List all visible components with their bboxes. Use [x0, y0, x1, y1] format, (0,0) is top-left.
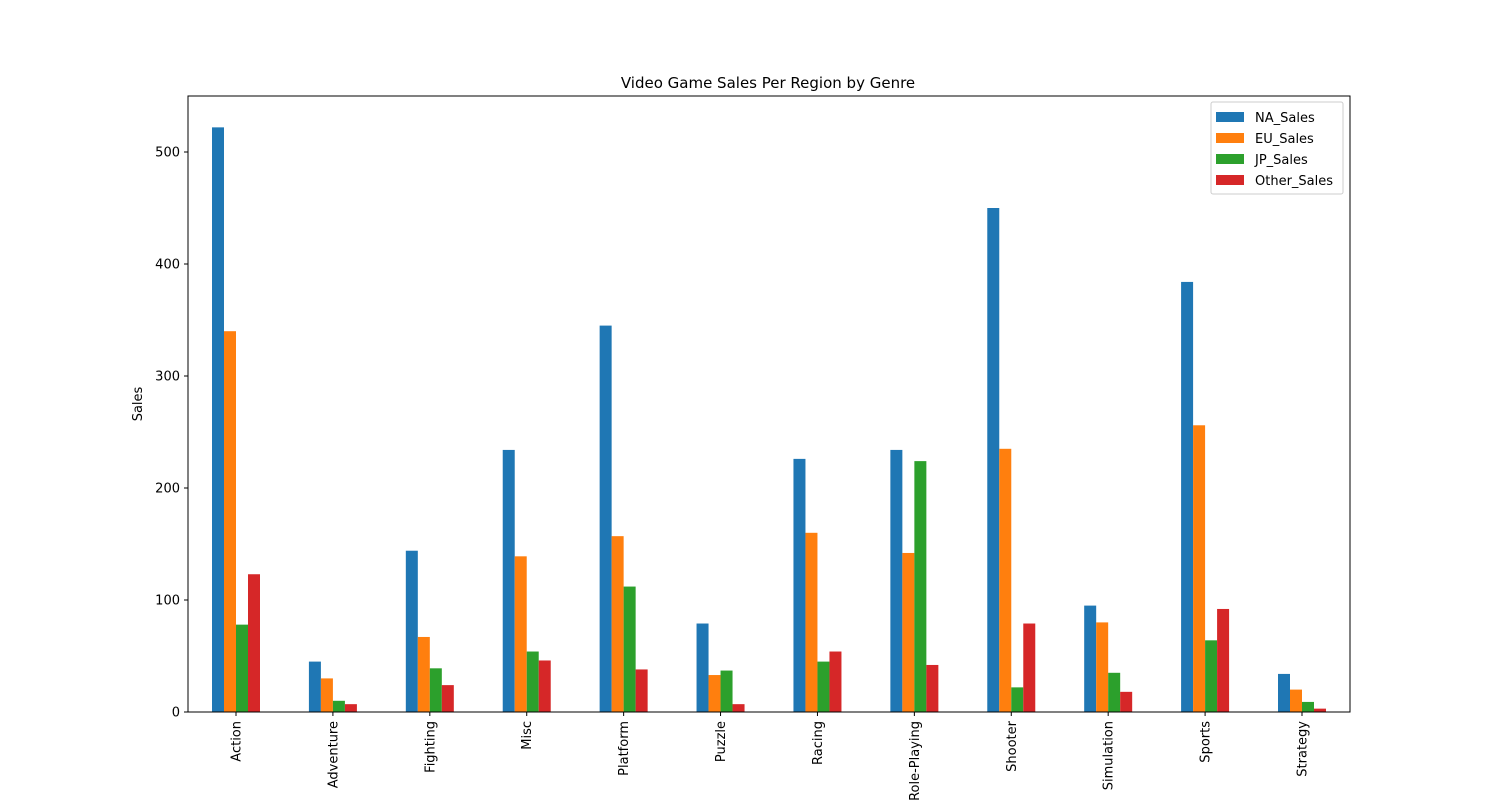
legend-label-eu-sales: EU_Sales [1255, 132, 1314, 147]
bar-other-sales-action [248, 574, 260, 712]
y-tick-label: 0 [172, 706, 180, 721]
bar-jp-sales-fighting [429, 668, 442, 712]
bar-na-sales-role-playing [890, 449, 903, 712]
bar-na-sales-puzzle [696, 623, 709, 712]
x-tick-label-sports: Sports [1199, 721, 1214, 763]
bar-other-sales-puzzle [732, 704, 745, 712]
bar-other-sales-role-playing [926, 664, 939, 712]
bar-other-sales-racing [829, 651, 842, 712]
y-axis-label: Sales [131, 386, 146, 421]
legend-box [1210, 101, 1344, 195]
bar-eu-sales-racing [805, 532, 818, 712]
bar-jp-sales-shooter [1011, 687, 1024, 712]
legend: NA_Sales EU_Sales JP_Sales Other_Sales [1210, 101, 1344, 195]
y-axis: 0 100 200 300 400 500 [155, 146, 188, 721]
bar-jp-sales-adventure [332, 700, 345, 712]
x-axis: Action Adventure Fighting Misc Platform Puzzl… [230, 712, 1311, 801]
bar-na-sales-adventure [308, 661, 321, 712]
bar-eu-sales-fighting [417, 636, 430, 712]
bar-eu-sales-sports [1193, 425, 1206, 712]
legend-swatch-na-sales [1216, 112, 1244, 122]
x-tick-label-adventure: Adventure [326, 721, 341, 788]
bar-other-sales-fighting [441, 685, 454, 712]
x-tick-label-puzzle: Puzzle [714, 721, 729, 762]
x-tick-label-strategy: Strategy [1296, 721, 1311, 777]
plot-frame [187, 95, 1351, 713]
x-tick-label-racing: Racing [811, 721, 826, 765]
bar-na-sales-sports [1181, 281, 1194, 712]
x-tick-label-platform: Platform [617, 721, 632, 776]
x-tick-label-action: Action [230, 721, 245, 762]
bar-na-sales-simulation [1084, 605, 1097, 712]
x-tick-label-role-playing: Role-Playing [908, 721, 923, 800]
x-tick-label-misc: Misc [520, 721, 535, 750]
chart-title: Video Game Sales Per Region by Genre [621, 74, 915, 92]
bar-eu-sales-action [224, 331, 236, 712]
y-tick-label: 200 [155, 482, 180, 497]
y-tick-label: 100 [155, 594, 180, 609]
legend-swatch-other-sales [1216, 175, 1244, 185]
bar-other-sales-adventure [344, 704, 357, 712]
bar-jp-sales-action [236, 624, 248, 712]
bar-other-sales-simulation [1120, 691, 1133, 712]
bar-na-sales-strategy [1278, 673, 1290, 712]
bar-eu-sales-simulation [1096, 622, 1109, 712]
bar-other-sales-platform [635, 669, 648, 712]
bar-other-sales-strategy [1314, 708, 1326, 712]
bar-jp-sales-platform [623, 586, 636, 712]
legend-label-jp-sales: JP_Sales [1254, 153, 1308, 168]
bar-jp-sales-puzzle [720, 670, 733, 712]
x-tick-label-fighting: Fighting [423, 721, 438, 773]
bar-other-sales-sports [1217, 608, 1230, 712]
y-tick-label: 400 [155, 258, 180, 273]
legend-label-other-sales: Other_Sales [1255, 174, 1333, 189]
bar-eu-sales-shooter [999, 448, 1012, 712]
bar-eu-sales-puzzle [708, 675, 721, 712]
bar-na-sales-racing [793, 458, 806, 712]
legend-label-na-sales: NA_Sales [1255, 111, 1315, 126]
bar-jp-sales-misc [526, 651, 539, 712]
legend-swatch-eu-sales [1216, 133, 1244, 143]
bar-na-sales-fighting [405, 550, 418, 712]
x-tick-label-shooter: Shooter [1005, 720, 1020, 771]
bar-other-sales-misc [538, 660, 551, 712]
y-tick-label: 500 [155, 146, 180, 161]
bar-eu-sales-role-playing [902, 552, 915, 712]
bar-other-sales-shooter [1023, 623, 1036, 712]
bar-jp-sales-racing [817, 661, 830, 712]
bar-na-sales-misc [502, 449, 515, 712]
bar-jp-sales-role-playing [914, 461, 927, 712]
y-tick-label: 300 [155, 370, 180, 385]
bar-jp-sales-simulation [1108, 672, 1121, 712]
legend-swatch-jp-sales [1216, 154, 1244, 164]
bar-na-sales-shooter [987, 208, 1000, 712]
bar-eu-sales-strategy [1290, 689, 1302, 712]
bars-layer [212, 127, 1326, 713]
bar-jp-sales-strategy [1302, 701, 1314, 712]
bar-jp-sales-sports [1205, 640, 1218, 712]
bar-na-sales-platform [599, 325, 612, 712]
bar-eu-sales-adventure [320, 678, 333, 712]
bar-na-sales-action [212, 127, 224, 713]
x-tick-label-simulation: Simulation [1102, 721, 1117, 790]
bar-eu-sales-misc [514, 556, 527, 712]
bar-eu-sales-platform [611, 536, 624, 712]
